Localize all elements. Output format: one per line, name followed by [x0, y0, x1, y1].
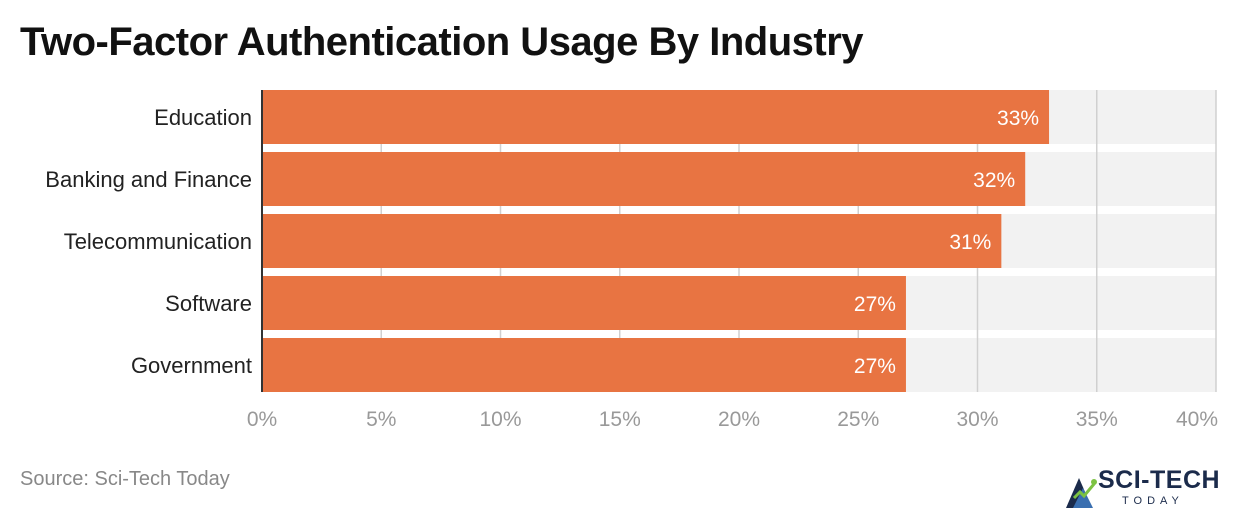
source-note: Source: Sci-Tech Today	[20, 468, 230, 490]
category-labels: Education Banking and Finance Telecommunic…	[45, 105, 252, 378]
bar	[262, 338, 906, 392]
value-labels: 33% 32% 31% 27% 27%	[854, 107, 1039, 378]
x-tick-label: 10%	[479, 408, 521, 431]
sci-tech-logo: SCI-TECH TODAY	[1062, 466, 1238, 512]
x-tick-labels: 0% 5% 10% 15% 20% 25% 30% 35% 40%	[247, 408, 1218, 431]
category-label: Banking and Finance	[45, 167, 252, 192]
category-label: Software	[165, 291, 252, 316]
bar	[262, 90, 1050, 144]
bar-chart: Education Banking and Finance Telecommunic…	[45, 90, 1218, 431]
x-tick-label: 40%	[1176, 408, 1218, 431]
bar	[262, 152, 1026, 206]
bar	[262, 276, 906, 330]
x-tick-label: 5%	[366, 408, 396, 431]
value-label: 32%	[973, 169, 1015, 192]
bars	[262, 90, 1050, 392]
x-tick-label: 35%	[1076, 408, 1118, 431]
logo-mountain-icon	[1066, 478, 1097, 508]
value-label: 27%	[854, 293, 896, 316]
category-label: Education	[154, 105, 252, 130]
x-tick-label: 0%	[247, 408, 277, 431]
category-label: Government	[131, 353, 252, 378]
x-tick-label: 15%	[599, 408, 641, 431]
x-tick-label: 30%	[956, 408, 998, 431]
bar	[262, 214, 1002, 268]
logo-text: SCI-TECH	[1098, 466, 1221, 494]
x-tick-label: 20%	[718, 408, 760, 431]
value-label: 27%	[854, 355, 896, 378]
x-tick-label: 25%	[837, 408, 879, 431]
category-label: Telecommunication	[64, 229, 252, 254]
chart-title: Two-Factor Authentication Usage By Indus…	[20, 20, 864, 64]
logo-subtext: TODAY	[1122, 495, 1184, 507]
value-label: 33%	[997, 107, 1039, 130]
value-label: 31%	[949, 231, 991, 254]
